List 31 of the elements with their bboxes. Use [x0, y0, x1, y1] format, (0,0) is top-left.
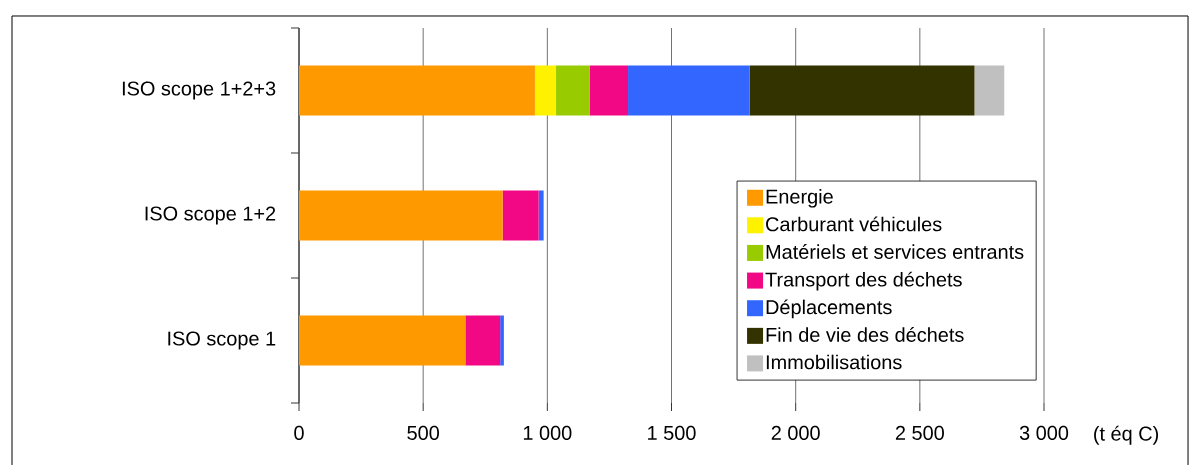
- bar: [465, 315, 501, 366]
- bar: [974, 65, 1005, 116]
- y-tick-label: ISO scope 1: [168, 331, 276, 350]
- x-tick-label: 1 500: [648, 425, 696, 440]
- bar: [534, 65, 557, 116]
- x-tick-label: 1 000: [523, 425, 572, 440]
- bar: [556, 65, 590, 116]
- x-tick-label: 2 000: [771, 425, 820, 440]
- bar: [502, 190, 539, 241]
- legend-label: Matériels et services entrants: [766, 244, 1024, 259]
- bar: [299, 315, 466, 366]
- y-tick-label: ISO scope 1+2+3: [122, 81, 276, 100]
- bar: [589, 65, 629, 116]
- bar: [628, 65, 750, 116]
- x-axis-title: (t éq C): [1094, 425, 1159, 445]
- legend-label: Déplacements: [766, 299, 892, 319]
- bar: [538, 190, 544, 241]
- x-tick-label: 500: [407, 425, 439, 440]
- x-tick-label: 2 500: [895, 425, 944, 440]
- legend-label: Fin de vie des déchets: [766, 327, 964, 342]
- bar: [500, 315, 504, 366]
- legend-label: Energie: [766, 189, 833, 208]
- x-tick-label: 0: [294, 425, 304, 440]
- bar: [299, 65, 535, 116]
- legend-label: Immobilisations: [766, 354, 902, 370]
- x-tick-label: 3 000: [1019, 425, 1069, 440]
- legend-label: Transport des déchets: [765, 271, 962, 291]
- y-tick-label: ISO scope 1+2: [145, 206, 276, 225]
- bar: [299, 190, 503, 241]
- bar: [749, 65, 975, 116]
- legend-label: Carburant véhicules: [766, 216, 942, 232]
